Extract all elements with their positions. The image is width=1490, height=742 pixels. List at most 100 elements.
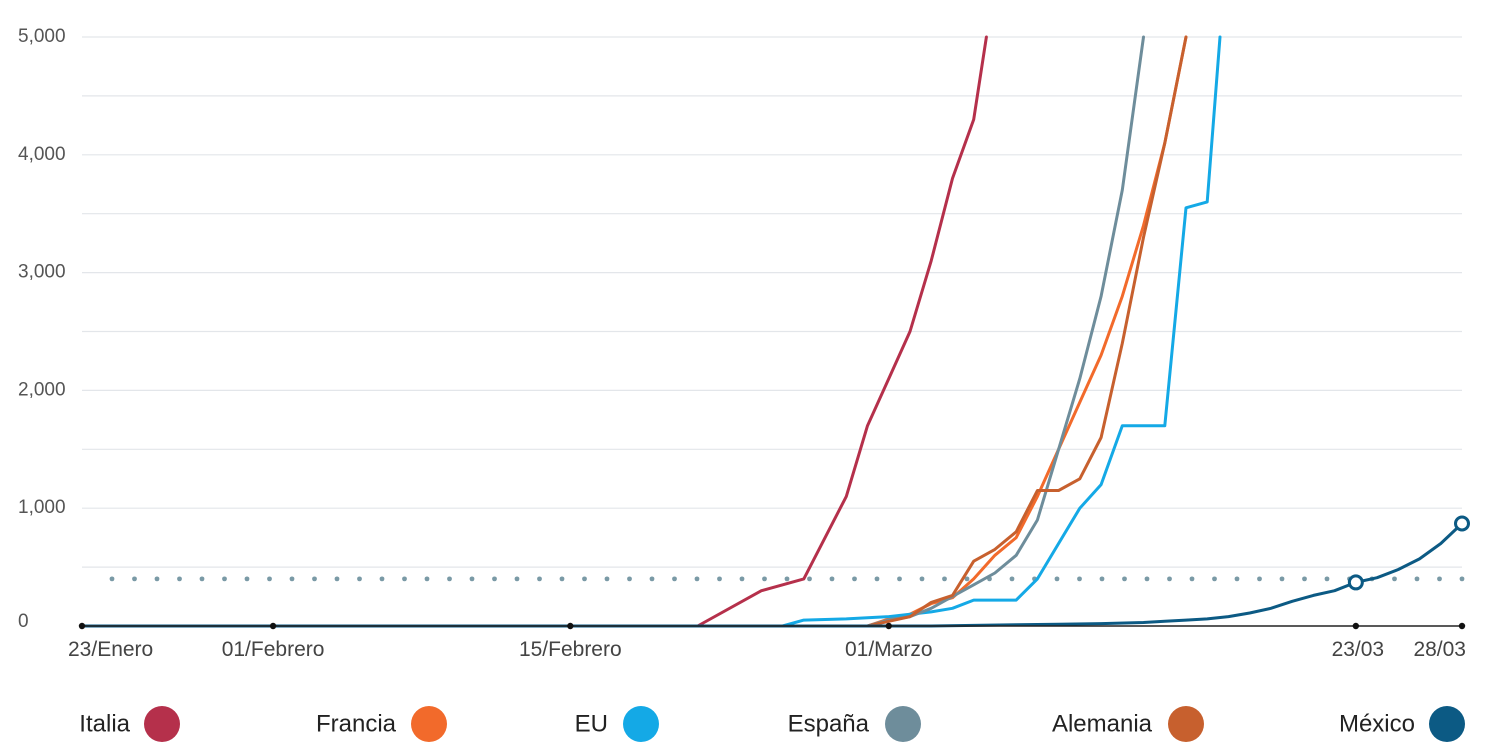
series-line	[80, 35, 988, 628]
reference-dot	[1324, 576, 1330, 582]
series-line	[80, 522, 1464, 628]
reference-dot	[447, 576, 452, 582]
legend-label: Alemania	[1052, 710, 1153, 737]
reference-dot	[582, 576, 587, 582]
reference-dot	[1459, 576, 1465, 582]
reference-dot	[514, 576, 520, 582]
reference-dot	[289, 576, 295, 582]
reference-dot	[244, 576, 250, 582]
reference-line	[109, 576, 1465, 582]
reference-dot	[357, 576, 362, 582]
reference-dot	[1437, 576, 1442, 582]
x-tick-mark	[885, 622, 892, 630]
legend-swatch	[1429, 706, 1465, 742]
reference-dot	[649, 576, 655, 582]
series-lines	[80, 35, 1470, 628]
y-tick-label: 3,000	[18, 262, 66, 283]
reference-dot	[852, 576, 857, 582]
reference-dot	[312, 576, 317, 582]
reference-dot	[672, 576, 677, 582]
reference-dot	[1144, 576, 1150, 582]
reference-dot	[424, 576, 430, 582]
reference-dot	[739, 576, 745, 582]
x-tick-label: 01/Marzo	[845, 638, 933, 661]
reference-dot	[919, 576, 925, 582]
legend-label: México	[1339, 710, 1415, 737]
series-marker	[1454, 515, 1470, 532]
x-tick-mark	[1458, 622, 1466, 630]
reference-dot	[627, 576, 632, 582]
reference-dot	[469, 576, 475, 582]
reference-dot	[1189, 576, 1195, 582]
reference-dot	[1099, 576, 1105, 582]
reference-dot	[897, 576, 902, 582]
series-line	[80, 35, 1188, 628]
reference-dot	[222, 576, 227, 582]
x-axis: 23/Enero 01/Febrero 15/Febrero 01/Marzo 23/0…	[68, 622, 1466, 661]
reference-dot	[334, 576, 340, 582]
reference-dot	[604, 576, 610, 582]
reference-dot	[154, 576, 160, 582]
reference-dot	[199, 576, 205, 582]
reference-dot	[1234, 576, 1240, 582]
y-tick-label: 5,000	[18, 26, 66, 47]
y-tick-label: 2,000	[18, 379, 66, 400]
legend-swatch	[885, 706, 921, 742]
x-tick-mark	[567, 622, 574, 630]
reference-dot	[694, 576, 700, 582]
reference-dot	[1257, 576, 1262, 582]
reference-dot	[132, 576, 137, 582]
x-tick-mark	[1352, 622, 1360, 630]
x-tick-mark	[78, 622, 86, 630]
y-axis-ticks: 0 1,000 2,000 3,000 4,000 5,000	[18, 26, 66, 632]
legend-label: Italia	[79, 710, 130, 737]
reference-dot	[829, 576, 835, 582]
y-tick-label: 4,000	[18, 144, 66, 165]
reference-dot	[1009, 576, 1015, 582]
grid-lines	[82, 36, 1462, 568]
series-line	[80, 35, 1222, 628]
reference-dot	[1212, 576, 1217, 582]
legend: Italia Francia EU España Alemania México	[79, 706, 1465, 742]
reference-dot	[109, 576, 115, 582]
x-tick-label: 15/Febrero	[519, 638, 622, 661]
reference-dot	[762, 576, 767, 582]
reference-dot	[1167, 576, 1172, 582]
reference-dot	[559, 576, 565, 582]
legend-swatch	[144, 706, 180, 742]
reference-dot	[1054, 576, 1060, 582]
reference-dot	[964, 576, 970, 582]
legend-swatch	[1168, 706, 1204, 742]
y-tick-label: 0	[18, 611, 29, 632]
reference-dot	[177, 576, 182, 582]
series-marker	[1347, 574, 1364, 591]
reference-dot	[1122, 576, 1127, 582]
reference-dot	[1302, 576, 1307, 582]
reference-dot	[537, 576, 542, 582]
legend-label: EU	[575, 710, 608, 737]
legend-label: Francia	[316, 710, 397, 737]
reference-dot	[874, 576, 880, 582]
reference-dot	[717, 576, 722, 582]
legend-swatch	[411, 706, 447, 742]
reference-dot	[1392, 576, 1397, 582]
reference-dot	[1279, 576, 1285, 582]
reference-dot	[1077, 576, 1082, 582]
y-tick-label: 1,000	[18, 497, 66, 518]
reference-dot	[267, 576, 272, 582]
reference-dot	[402, 576, 407, 582]
x-tick-label: 01/Febrero	[222, 638, 325, 661]
reference-dot	[1414, 576, 1420, 582]
x-tick-label: 23/03	[1332, 638, 1385, 661]
reference-dot	[379, 576, 385, 582]
x-tick-label: 28/03	[1413, 638, 1466, 661]
x-tick-label: 23/Enero	[68, 638, 153, 661]
reference-dot	[492, 576, 497, 582]
reference-dot	[807, 576, 812, 582]
legend-swatch	[623, 706, 659, 742]
reference-dot	[784, 576, 790, 582]
reference-dot	[942, 576, 947, 582]
legend-label: España	[788, 710, 870, 737]
x-tick-mark	[269, 622, 277, 630]
